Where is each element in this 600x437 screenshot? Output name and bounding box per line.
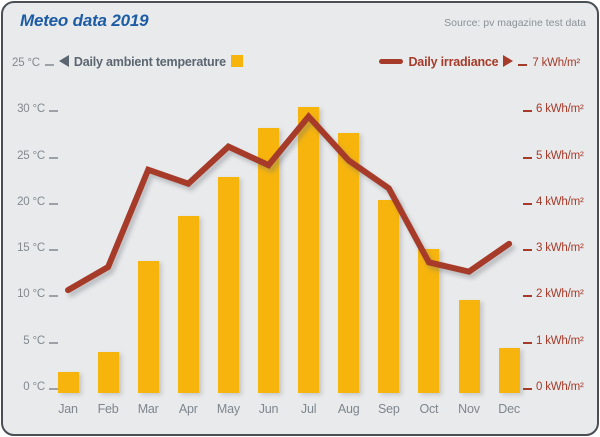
month-label-mar: Mar [137,402,159,416]
chart-title: Meteo data 2019 [20,11,149,30]
left-arrow-icon [58,55,69,67]
month-label-may: May [216,402,240,416]
month-label-aug: Aug [337,402,360,416]
right-axis-tick-6: 6 kWh/m² [523,99,584,115]
month-label-nov: Nov [458,402,480,416]
month-label-apr: Apr [178,402,198,416]
right-axis-tick-2: 2 kWh/m² [523,284,584,300]
source-credit: Source: pv magazine test data [444,17,586,29]
left-axis-tick-30: 30 °C [12,99,58,115]
month-label-feb: Feb [97,402,119,416]
left-axis-tick-10: 10 °C [12,284,58,300]
right-axis-tick-4: 4 kWh/m² [523,192,584,208]
left-axis-top-tick [44,64,54,66]
bar-oct [418,249,440,393]
right-axis-tick-5: 5 kWh/m² [523,146,584,162]
month-label-jul: Jul [300,402,317,416]
right-axis-top-tick [518,64,528,66]
bar-jul [298,106,320,393]
left-axis-tick-20: 20 °C [12,192,58,208]
month-label-jan: Jan [58,402,78,416]
left-axis-top-tick-label: 25 °C [12,57,40,69]
temperature-swatch-icon [230,55,243,67]
month-label-oct: Oct [419,402,439,416]
bar-aug [338,132,360,393]
bar-sep [378,200,400,393]
month-label-sep: Sep [377,402,400,416]
left-axis-tick-5: 5 °C [12,331,58,347]
legend-irradiance-label: Daily irradiance [408,55,499,69]
bar-may [217,177,239,393]
bar-jun [258,128,279,393]
bar-apr [177,216,199,393]
bar-dec [498,347,520,393]
right-axis-top-tick-label: 7 kWh/m² [532,57,580,69]
right-arrow-icon [503,55,514,67]
irradiance-line [65,111,513,294]
right-axis-tick-3: 3 kWh/m² [523,238,584,254]
right-axis-tick-0: 0 kWh/m² [523,377,584,393]
legend-irradiance: Daily irradiance 7 kWh/m² [379,51,580,69]
right-axis-tick-1: 1 kWh/m² [523,331,584,347]
left-axis-tick-0: 0 °C [12,377,58,393]
irradiance-line-swatch-icon [379,59,404,64]
bar-feb [97,352,119,393]
bar-jan [57,371,79,393]
left-axis-tick-25: 25 °C [12,146,58,162]
legend-temperature-label: Daily ambient temperature [73,55,226,69]
month-label-jun: Jun [258,402,279,416]
month-label-dec: Dec [498,402,520,416]
bar-mar [137,260,159,393]
legend-temperature: 25 °C Daily ambient temperature [12,51,243,69]
left-axis-tick-15: 15 °C [12,238,58,254]
bar-nov [458,300,480,393]
